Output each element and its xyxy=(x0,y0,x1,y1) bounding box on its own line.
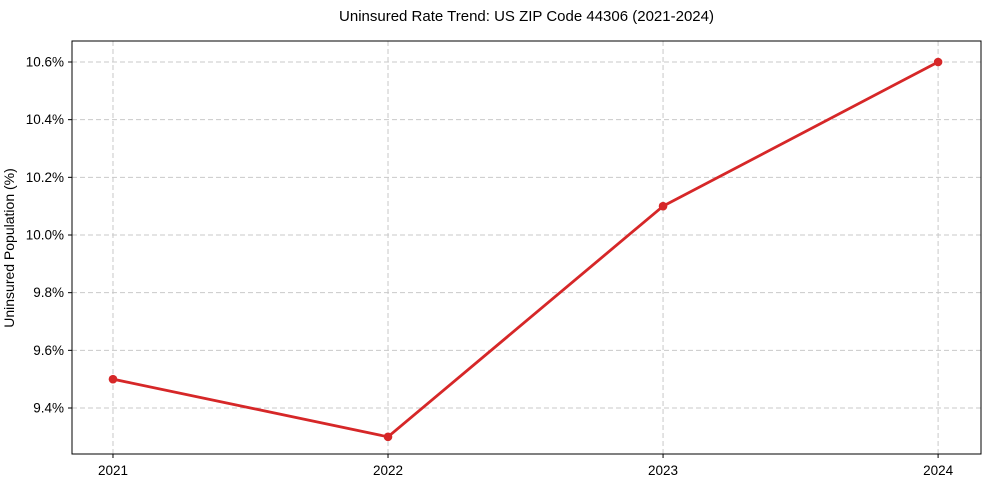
x-tick-label: 2021 xyxy=(98,463,128,478)
x-tick-label: 2024 xyxy=(923,463,954,478)
data-point-2024 xyxy=(933,57,943,67)
x-tick-label: 2023 xyxy=(648,463,678,478)
data-point-2021 xyxy=(108,374,118,384)
data-point-2023 xyxy=(658,201,668,211)
chart-title: Uninsured Rate Trend: US ZIP Code 44306 … xyxy=(339,8,714,25)
plot-border xyxy=(71,40,982,455)
y-tick-label: 10.0% xyxy=(26,228,64,243)
grid-layer xyxy=(72,41,981,454)
y-tick-label: 9.8% xyxy=(33,285,64,300)
y-tick-label: 9.4% xyxy=(33,401,64,416)
y-axis-label: Uninsured Population (%) xyxy=(1,168,17,328)
trend-line xyxy=(111,60,940,439)
tick-layer: 2021 2022 2023 2024 9.4% 9.6% 9.8% 10.0% 10.2% 10… xyxy=(26,54,954,478)
data-point-2022 xyxy=(383,432,393,442)
series-layer xyxy=(108,57,943,442)
x-tick-label: 2022 xyxy=(373,463,403,478)
y-tick-label: 10.6% xyxy=(26,54,64,69)
y-tick-label: 9.6% xyxy=(33,343,64,358)
y-tick-label: 10.2% xyxy=(26,170,64,185)
y-tick-label: 10.4% xyxy=(26,112,64,127)
